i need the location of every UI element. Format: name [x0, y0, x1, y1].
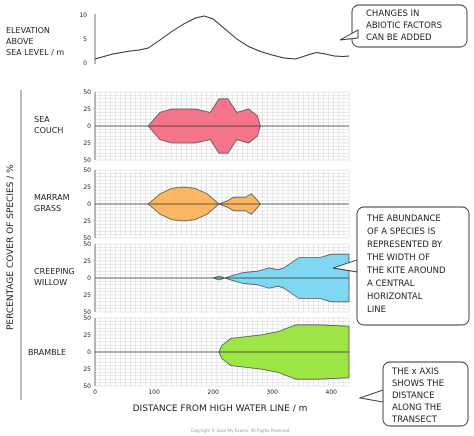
cover-tick-label: 50 [83, 309, 91, 316]
cover-tick-label: 50 [83, 157, 91, 164]
species-label: CREEPING [34, 267, 75, 276]
species-label: MARRAM [34, 193, 70, 202]
x-tick-label: 200 [207, 389, 219, 396]
cover-tick-label: 25 [83, 218, 91, 225]
xaxis-callout: THE x AXIS SHOWS THE DISTANCE ALONG THE … [358, 361, 469, 427]
species-panel: 50 25 0 25 50 BRAMBLE [28, 315, 350, 390]
x-axis-ticks: 0 100 200 300 400 [93, 389, 337, 396]
abundance-note-line: OF A SPECIES IS [367, 227, 436, 237]
abundance-callout: THE ABUNDANCE OF A SPECIES IS REPRESENTE… [332, 206, 470, 326]
abundance-note-line: REPRESENTED BY [367, 240, 443, 250]
cover-tick-label: 50 [83, 383, 91, 390]
abiotic-note-line: CAN BE ADDED [366, 33, 432, 43]
elevation-tick-label: 0 [83, 60, 87, 67]
species-panel: 50 25 0 25 50 SEA COUCH [34, 89, 350, 164]
abundance-note-line: HORIZONTAL [367, 292, 423, 302]
cover-tick-label: 50 [83, 315, 91, 322]
elevation-tick-label: 5 [83, 36, 87, 43]
abundance-note-line: LINE [367, 305, 386, 315]
cover-tick-label: 25 [83, 140, 91, 147]
abundance-note-line: THE ABUNDANCE [366, 214, 441, 224]
abiotic-note-line: ABIOTIC FACTORS [366, 21, 442, 31]
elevation-profile-line [94, 15, 350, 60]
abundance-note-line: THE KITE AROUND [366, 266, 446, 276]
xaxis-note-line: THE x AXIS [391, 367, 439, 377]
cover-tick-label: 50 [83, 241, 91, 248]
cover-tick-label: 25 [83, 332, 91, 339]
xaxis-note-line: TRANSECT [391, 415, 438, 425]
species-label: WILLOW [34, 278, 67, 287]
abiotic-note-line: CHANGES IN [366, 9, 419, 19]
x-tick-label: 400 [326, 389, 338, 396]
xaxis-note-line: DISTANCE [392, 391, 434, 401]
cover-tick-label: 50 [83, 89, 91, 96]
species-panel: 50 25 0 25 50 MARRAM GRASS [34, 167, 350, 242]
x-tick-label: 300 [266, 389, 278, 396]
species-panel: 50 25 0 25 50 CREEPING WILLOW [34, 241, 350, 316]
species-label: GRASS [34, 204, 61, 213]
elevation-axis: 10 5 0 [79, 12, 87, 67]
xaxis-note-line: SHOWS THE [392, 379, 444, 389]
y-axis-title: PERCENTAGE COVER OF SPECIES / % [6, 164, 16, 330]
species-label: SEA [34, 115, 50, 124]
cover-tick-label: 25 [83, 258, 91, 265]
cover-tick-label: 0 [87, 275, 91, 282]
abundance-note-line: A CENTRAL [367, 279, 415, 289]
cover-tick-label: 25 [83, 366, 91, 373]
species-label: BRAMBLE [28, 348, 66, 357]
cover-tick-label: 50 [83, 235, 91, 242]
elevation-label-line: ELEVATION [6, 26, 50, 35]
cover-tick-label: 25 [83, 184, 91, 191]
copyright-footer: Copyright © Save My Exams. All Rights Re… [191, 428, 290, 433]
elevation-tick-label: 10 [79, 12, 87, 19]
x-tick-label: 0 [93, 389, 97, 396]
elevation-label-line: ABOVE [6, 37, 34, 46]
x-axis-title: DISTANCE FROM HIGH WATER LINE / m [133, 404, 308, 414]
cover-tick-label: 25 [83, 292, 91, 299]
elevation-label-line: SEA LEVEL / m [6, 48, 64, 57]
xaxis-note-line: ALONG THE [392, 403, 442, 413]
cover-tick-label: 25 [83, 106, 91, 113]
cover-tick-label: 0 [87, 349, 91, 356]
species-panels: 50 25 0 25 50 SEA COUCH 50 25 0 25 50 MARRAM GRASS 50 2… [28, 89, 350, 390]
abiotic-callout: CHANGES IN ABIOTIC FACTORS CAN BE ADDED [339, 4, 468, 48]
cover-tick-label: 0 [87, 123, 91, 130]
cover-tick-label: 0 [87, 201, 91, 208]
x-tick-label: 100 [148, 389, 160, 396]
abundance-note-line: THE WIDTH OF [366, 253, 430, 263]
species-label: COUCH [34, 126, 63, 135]
cover-tick-label: 50 [83, 167, 91, 174]
